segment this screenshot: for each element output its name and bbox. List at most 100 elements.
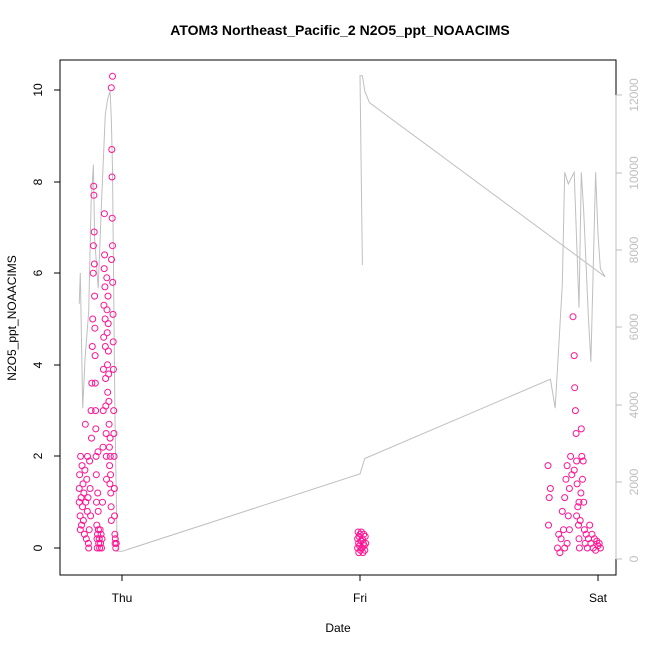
data-point	[572, 430, 580, 437]
data-point	[91, 352, 99, 360]
data-point	[100, 210, 108, 218]
data-point	[576, 517, 584, 524]
data-point	[110, 485, 118, 492]
y-tick-label-6: 6	[31, 269, 45, 276]
data-point	[76, 526, 84, 534]
data-point	[570, 352, 578, 360]
data-point	[93, 535, 101, 543]
y2-tick-label-12000: 12000	[627, 78, 641, 112]
data-point	[95, 535, 103, 543]
data-point	[595, 539, 603, 547]
data-point	[109, 72, 116, 80]
data-point	[93, 521, 101, 529]
data-point	[111, 535, 119, 543]
data-point	[96, 544, 104, 552]
data-point	[110, 407, 118, 415]
data-point	[109, 242, 116, 250]
data-point	[107, 84, 115, 92]
data-point	[80, 530, 88, 538]
data-point	[88, 434, 95, 442]
data-point	[76, 471, 84, 479]
data-point	[89, 242, 97, 250]
chart-title: ATOM3 Northeast_Pacific_2 N2O5_ppt_NOAAC…	[170, 22, 509, 38]
data-point	[571, 384, 579, 392]
data-point	[85, 544, 93, 552]
data-point	[109, 338, 117, 346]
y2-tick-label-2000: 2000	[627, 468, 641, 495]
data-point	[357, 528, 365, 536]
y-tick-label-2: 2	[31, 452, 45, 459]
data-point	[565, 526, 573, 534]
data-point	[579, 457, 587, 465]
y-axis-left: 0 2 4 6 8 10 N2O5_ppt_NOAACIMS	[5, 83, 61, 551]
data-point	[563, 462, 571, 470]
y-tick-label-8: 8	[31, 178, 45, 185]
data-point	[102, 452, 110, 460]
data-point	[362, 539, 370, 547]
data-point	[596, 544, 604, 552]
data-point	[569, 313, 577, 321]
data-point	[544, 462, 552, 470]
data-point	[75, 498, 83, 506]
y2-tick-label-0: 0	[627, 555, 641, 562]
x-tick-label-fri: Fri	[353, 591, 367, 605]
right-axis-line-series	[78, 75, 606, 552]
data-point	[94, 448, 102, 456]
data-point	[103, 329, 111, 337]
data-point	[104, 320, 112, 328]
data-point	[104, 388, 112, 396]
data-point	[103, 306, 111, 314]
data-point	[97, 530, 105, 538]
data-point	[590, 535, 598, 543]
data-point	[546, 485, 554, 492]
y2-tick-label-4000: 4000	[627, 391, 641, 418]
data-point	[92, 471, 100, 479]
data-point	[561, 544, 569, 552]
data-point	[79, 480, 87, 488]
data-point	[77, 452, 85, 460]
data-point	[112, 539, 120, 547]
y-axis-label: N2O5_ppt_NOAACIMS	[5, 255, 19, 380]
data-point	[586, 521, 594, 529]
data-point	[575, 521, 582, 529]
line-series-layer	[78, 75, 606, 552]
data-point	[92, 452, 100, 460]
data-point	[99, 498, 106, 506]
data-point	[570, 466, 578, 474]
data-point	[108, 256, 115, 263]
data-point	[106, 462, 114, 470]
data-point	[109, 365, 117, 373]
data-point	[83, 475, 91, 483]
data-point	[90, 228, 98, 236]
data-point	[578, 452, 586, 460]
data-point	[354, 528, 362, 536]
data-point	[79, 503, 86, 511]
data-point	[99, 443, 107, 451]
data-point	[111, 512, 119, 520]
data-point	[356, 542, 363, 550]
data-point	[101, 283, 109, 291]
y-tick-label-4: 4	[31, 361, 45, 368]
data-point	[90, 182, 98, 190]
data-point	[92, 425, 100, 433]
data-point	[104, 361, 111, 369]
data-point	[91, 292, 99, 300]
data-point	[577, 489, 585, 497]
data-point	[90, 191, 98, 199]
y-axis-right: 0 2000 4000 6000 8000 10000 12000	[615, 78, 641, 562]
data-point	[580, 498, 588, 506]
data-point	[575, 535, 583, 543]
plot-box	[59, 59, 617, 576]
data-point	[90, 260, 98, 268]
data-point	[107, 489, 115, 497]
data-point	[108, 146, 116, 153]
y2-tick-label-10000: 10000	[627, 156, 641, 190]
data-point	[103, 274, 111, 282]
data-point	[88, 379, 96, 387]
data-point	[87, 407, 95, 415]
data-point	[105, 370, 113, 378]
data-point	[109, 278, 117, 286]
data-point	[558, 507, 566, 515]
data-point	[84, 494, 92, 502]
